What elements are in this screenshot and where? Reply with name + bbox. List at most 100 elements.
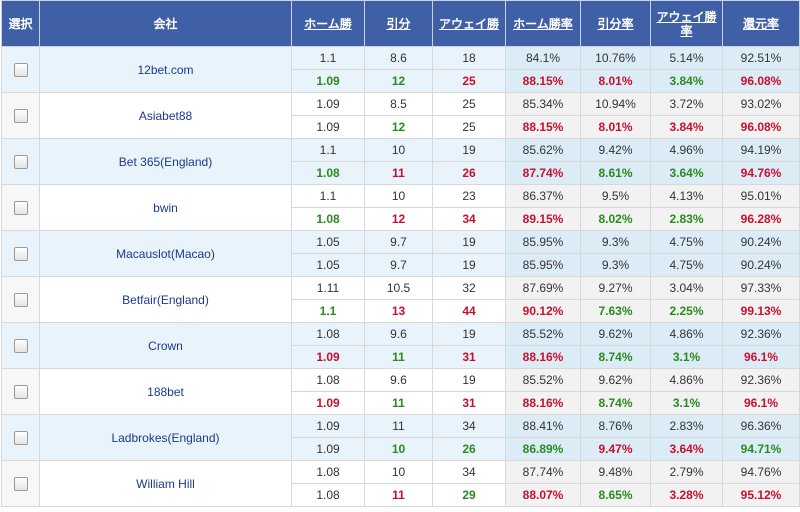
current-odds-cell: 26 <box>432 437 506 461</box>
current-odds-cell: 7.63% <box>580 299 651 323</box>
select-checkbox[interactable] <box>13 108 28 123</box>
opening-odds-cell: 1.11 <box>291 276 365 300</box>
select-checkbox[interactable] <box>13 154 28 169</box>
current-odds-cell: 88.16% <box>505 391 581 415</box>
current-odds-cell: 9.47% <box>580 437 651 461</box>
opening-odds-cell: 92.36% <box>722 322 800 346</box>
opening-odds-cell: 8.5 <box>364 92 433 116</box>
opening-odds-cell: 4.75% <box>650 230 723 254</box>
select-cell <box>1 414 40 461</box>
table-row: 1.09 12 25 88.15% 8.01% 3.84% 96.08% <box>2 69 800 93</box>
opening-odds-cell: 10.76% <box>580 46 651 70</box>
current-odds-cell: 1.09 <box>291 345 365 369</box>
table-row: 1.08 11 26 87.74% 8.61% 3.64% 94.76% <box>2 161 800 185</box>
opening-odds-cell: 95.01% <box>722 184 800 208</box>
current-odds-cell: 3.1% <box>650 345 723 369</box>
opening-odds-cell: 19 <box>432 322 506 346</box>
header-return-rate[interactable]: 還元率 <box>722 0 800 47</box>
select-checkbox[interactable] <box>13 338 28 353</box>
opening-odds-cell: 32 <box>432 276 506 300</box>
opening-odds-cell: 84.1% <box>505 46 581 70</box>
current-odds-cell: 25 <box>432 69 506 93</box>
company-name[interactable]: bwin <box>39 184 292 231</box>
table-row: William Hill 1.08 10 34 87.74% 9.48% 2.79% 94.7… <box>1 460 800 507</box>
select-cell <box>1 322 40 369</box>
opening-odds-cell: 4.86% <box>650 322 723 346</box>
current-odds-cell: 31 <box>432 345 506 369</box>
company-name[interactable]: Crown <box>39 322 292 369</box>
current-odds-cell: 3.84% <box>650 115 723 139</box>
opening-odds-cell: 25 <box>432 92 506 116</box>
current-odds-cell: 8.74% <box>580 391 651 415</box>
select-cell <box>1 368 40 415</box>
select-cell <box>1 276 40 323</box>
opening-odds-cell: 4.13% <box>650 184 723 208</box>
current-odds-cell: 96.08% <box>722 115 800 139</box>
current-odds-cell: 95.12% <box>722 483 800 507</box>
company-name[interactable]: 188bet <box>39 368 292 415</box>
current-odds-cell: 3.28% <box>650 483 723 507</box>
header-home-win-rate[interactable]: ホーム勝率 <box>505 0 581 47</box>
table-row: bwin 1.1 10 23 86.37% 9.5% 4.13% 95.01% <box>1 184 800 231</box>
company-name[interactable]: Macauslot(Macao) <box>39 230 292 277</box>
opening-odds-cell: 90.24% <box>722 230 800 254</box>
company-name[interactable]: Ladbrokes(England) <box>39 414 292 461</box>
select-checkbox[interactable] <box>13 384 28 399</box>
current-odds-cell: 8.65% <box>580 483 651 507</box>
opening-odds-cell: 1.1 <box>291 138 365 162</box>
company-name[interactable]: Asiabet88 <box>39 92 292 139</box>
opening-odds-cell: 3.04% <box>650 276 723 300</box>
opening-odds-cell: 11 <box>364 414 433 438</box>
current-odds-cell: 2.83% <box>650 207 723 231</box>
opening-odds-cell: 85.62% <box>505 138 581 162</box>
current-odds-cell: 4.75% <box>650 253 723 277</box>
header-draw[interactable]: 引分 <box>364 0 433 47</box>
opening-odds-cell: 2.79% <box>650 460 723 484</box>
current-odds-cell: 3.1% <box>650 391 723 415</box>
opening-odds-cell: 9.48% <box>580 460 651 484</box>
current-odds-cell: 11 <box>364 345 433 369</box>
opening-odds-cell: 4.86% <box>650 368 723 392</box>
select-checkbox[interactable] <box>13 62 28 77</box>
current-odds-cell: 94.71% <box>722 437 800 461</box>
select-checkbox[interactable] <box>13 200 28 215</box>
header-away-win[interactable]: アウェイ勝 <box>432 0 506 47</box>
current-odds-cell: 8.01% <box>580 69 651 93</box>
current-odds-cell: 34 <box>432 207 506 231</box>
current-odds-cell: 12 <box>364 207 433 231</box>
table-row: Asiabet88 1.09 8.5 25 85.34% 10.94% 3.72% 93.02… <box>1 92 800 139</box>
opening-odds-cell: 1.09 <box>291 92 365 116</box>
current-odds-cell: 1.08 <box>291 483 365 507</box>
current-odds-cell: 26 <box>432 161 506 185</box>
opening-odds-cell: 18 <box>432 46 506 70</box>
select-checkbox[interactable] <box>13 430 28 445</box>
table-row: 1.08 11 29 88.07% 8.65% 3.28% 95.12% <box>2 483 800 507</box>
current-odds-cell: 88.15% <box>505 115 581 139</box>
company-name[interactable]: 12bet.com <box>39 46 292 93</box>
current-odds-cell: 25 <box>432 115 506 139</box>
opening-odds-cell: 4.96% <box>650 138 723 162</box>
header-select: 選択 <box>1 0 40 47</box>
select-checkbox[interactable] <box>13 292 28 307</box>
header-home-win[interactable]: ホーム勝 <box>291 0 365 47</box>
select-cell <box>1 92 40 139</box>
header-company: 会社 <box>39 0 292 47</box>
opening-odds-cell: 9.27% <box>580 276 651 300</box>
opening-odds-cell: 10.94% <box>580 92 651 116</box>
current-odds-cell: 1.09 <box>291 69 365 93</box>
current-odds-cell: 8.01% <box>580 115 651 139</box>
company-name[interactable]: Betfair(England) <box>39 276 292 323</box>
current-odds-cell: 8.74% <box>580 345 651 369</box>
select-checkbox[interactable] <box>13 246 28 261</box>
company-name[interactable]: Bet 365(England) <box>39 138 292 185</box>
header-away-win-rate[interactable]: アウェイ勝率 <box>650 0 723 47</box>
current-odds-cell: 29 <box>432 483 506 507</box>
company-name[interactable]: William Hill <box>39 460 292 507</box>
header-draw-rate[interactable]: 引分率 <box>580 0 651 47</box>
table-row: Macauslot(Macao) 1.05 9.7 19 85.95% 9.3% 4.75%… <box>1 230 800 277</box>
select-checkbox[interactable] <box>13 476 28 491</box>
current-odds-cell: 90.24% <box>722 253 800 277</box>
current-odds-cell: 8.02% <box>580 207 651 231</box>
opening-odds-cell: 92.51% <box>722 46 800 70</box>
current-odds-cell: 2.25% <box>650 299 723 323</box>
